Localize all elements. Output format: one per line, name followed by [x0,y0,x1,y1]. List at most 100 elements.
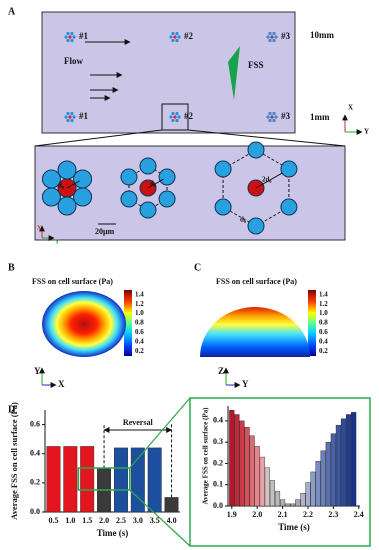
colorbar-label: 0.2 [319,347,328,355]
x-tick-label: 1.0 [65,516,75,525]
bar [63,446,78,513]
scale-label: 20μm [95,227,115,236]
x-tick-label: 2.0 [252,510,262,519]
cell [139,201,157,219]
x-tick-label: 4.0 [167,516,177,525]
y-tick-label: 0.6 [30,419,40,428]
x-tick-label: 3.0 [133,516,143,525]
bar [269,480,275,507]
bar [80,446,95,513]
cell [247,217,265,235]
cell [175,38,179,43]
cell [247,141,265,159]
axis-label: X [348,104,353,112]
cell [66,31,70,36]
bar [305,482,311,507]
x-tick-label: 0.5 [48,516,58,525]
cell-heatmap [200,307,310,357]
axis-label: Y [242,379,249,389]
x-tick-label: 2.4 [354,510,364,519]
cell [66,118,70,123]
cell [72,115,76,119]
colorbar-label: 1.4 [319,290,328,298]
panel-label: B [8,262,15,273]
axis-label: Y [55,239,60,245]
cell [175,118,179,123]
x-axis-label: Time (s) [278,522,310,532]
bar [259,456,265,507]
height-label: 10mm [310,30,334,40]
bar [254,446,260,507]
bar [295,499,301,507]
cell [169,35,173,39]
axis-label: Y [364,128,369,136]
cell [158,190,176,208]
x-tick-label: 2.5 [116,516,126,525]
axis-label: X [58,379,65,389]
cell [171,118,175,123]
cell [272,118,276,123]
x-tick-label: 2.0 [99,516,109,525]
cell [268,38,272,43]
fss-label: FSS [248,60,264,70]
cell-heatmap [42,291,126,357]
bar [340,418,347,507]
bar [46,446,61,513]
cell [175,31,179,36]
y-tick-label: 0.1 [213,480,223,489]
bar [264,467,270,507]
cell [68,35,72,39]
cell [270,115,274,119]
bar [274,490,281,507]
cell [280,160,298,178]
channel [41,11,296,134]
y-tick-label: 0.2 [213,458,223,467]
colorbar-label: 0.8 [319,319,328,327]
spacing [147,178,164,189]
site-label: #3 [281,111,291,121]
cell [280,198,298,216]
site-label: #2 [184,111,194,121]
cell [272,38,276,43]
x-tick-label: 2.2 [303,510,313,519]
cell [274,35,278,39]
cell [70,111,74,116]
bar [346,414,352,507]
colorbar-label: 0.6 [135,328,144,336]
colorbar-label: 0.4 [135,337,144,345]
cell [175,111,179,116]
cell [72,35,76,39]
axis-label: X [37,225,42,231]
cell [169,115,173,119]
cell [68,115,72,119]
cell [247,179,265,197]
cell [171,111,175,116]
x-axis-label: Time (s) [97,528,129,538]
bar [280,499,286,507]
panel-label: A [8,6,16,17]
zoom-line [187,129,346,147]
cell [57,196,77,216]
inset-frame [189,397,371,547]
y-axis-label: Average FSS on cell surface (Pa) [9,402,19,520]
colorbar-label: 1.0 [319,309,328,317]
spacing-label: d₀ [240,216,246,224]
spacing [66,180,80,189]
spacing-label: d₀ [58,182,64,190]
y-axis-label: Average FSS on cell surface (Pa) [202,407,210,505]
axis-label: Y [34,366,41,376]
colorbar-label: 0.4 [319,337,328,345]
cell [266,115,270,119]
cell [173,115,177,119]
highlight [77,467,131,491]
panel-label: D [8,404,15,415]
cell [57,160,77,180]
cell [70,118,74,123]
zoom-box [161,103,189,131]
bar [315,461,321,507]
fss-wedge [228,46,240,100]
y-tick-label: 0.4 [30,449,40,458]
cell [70,31,74,36]
cell [177,35,181,39]
